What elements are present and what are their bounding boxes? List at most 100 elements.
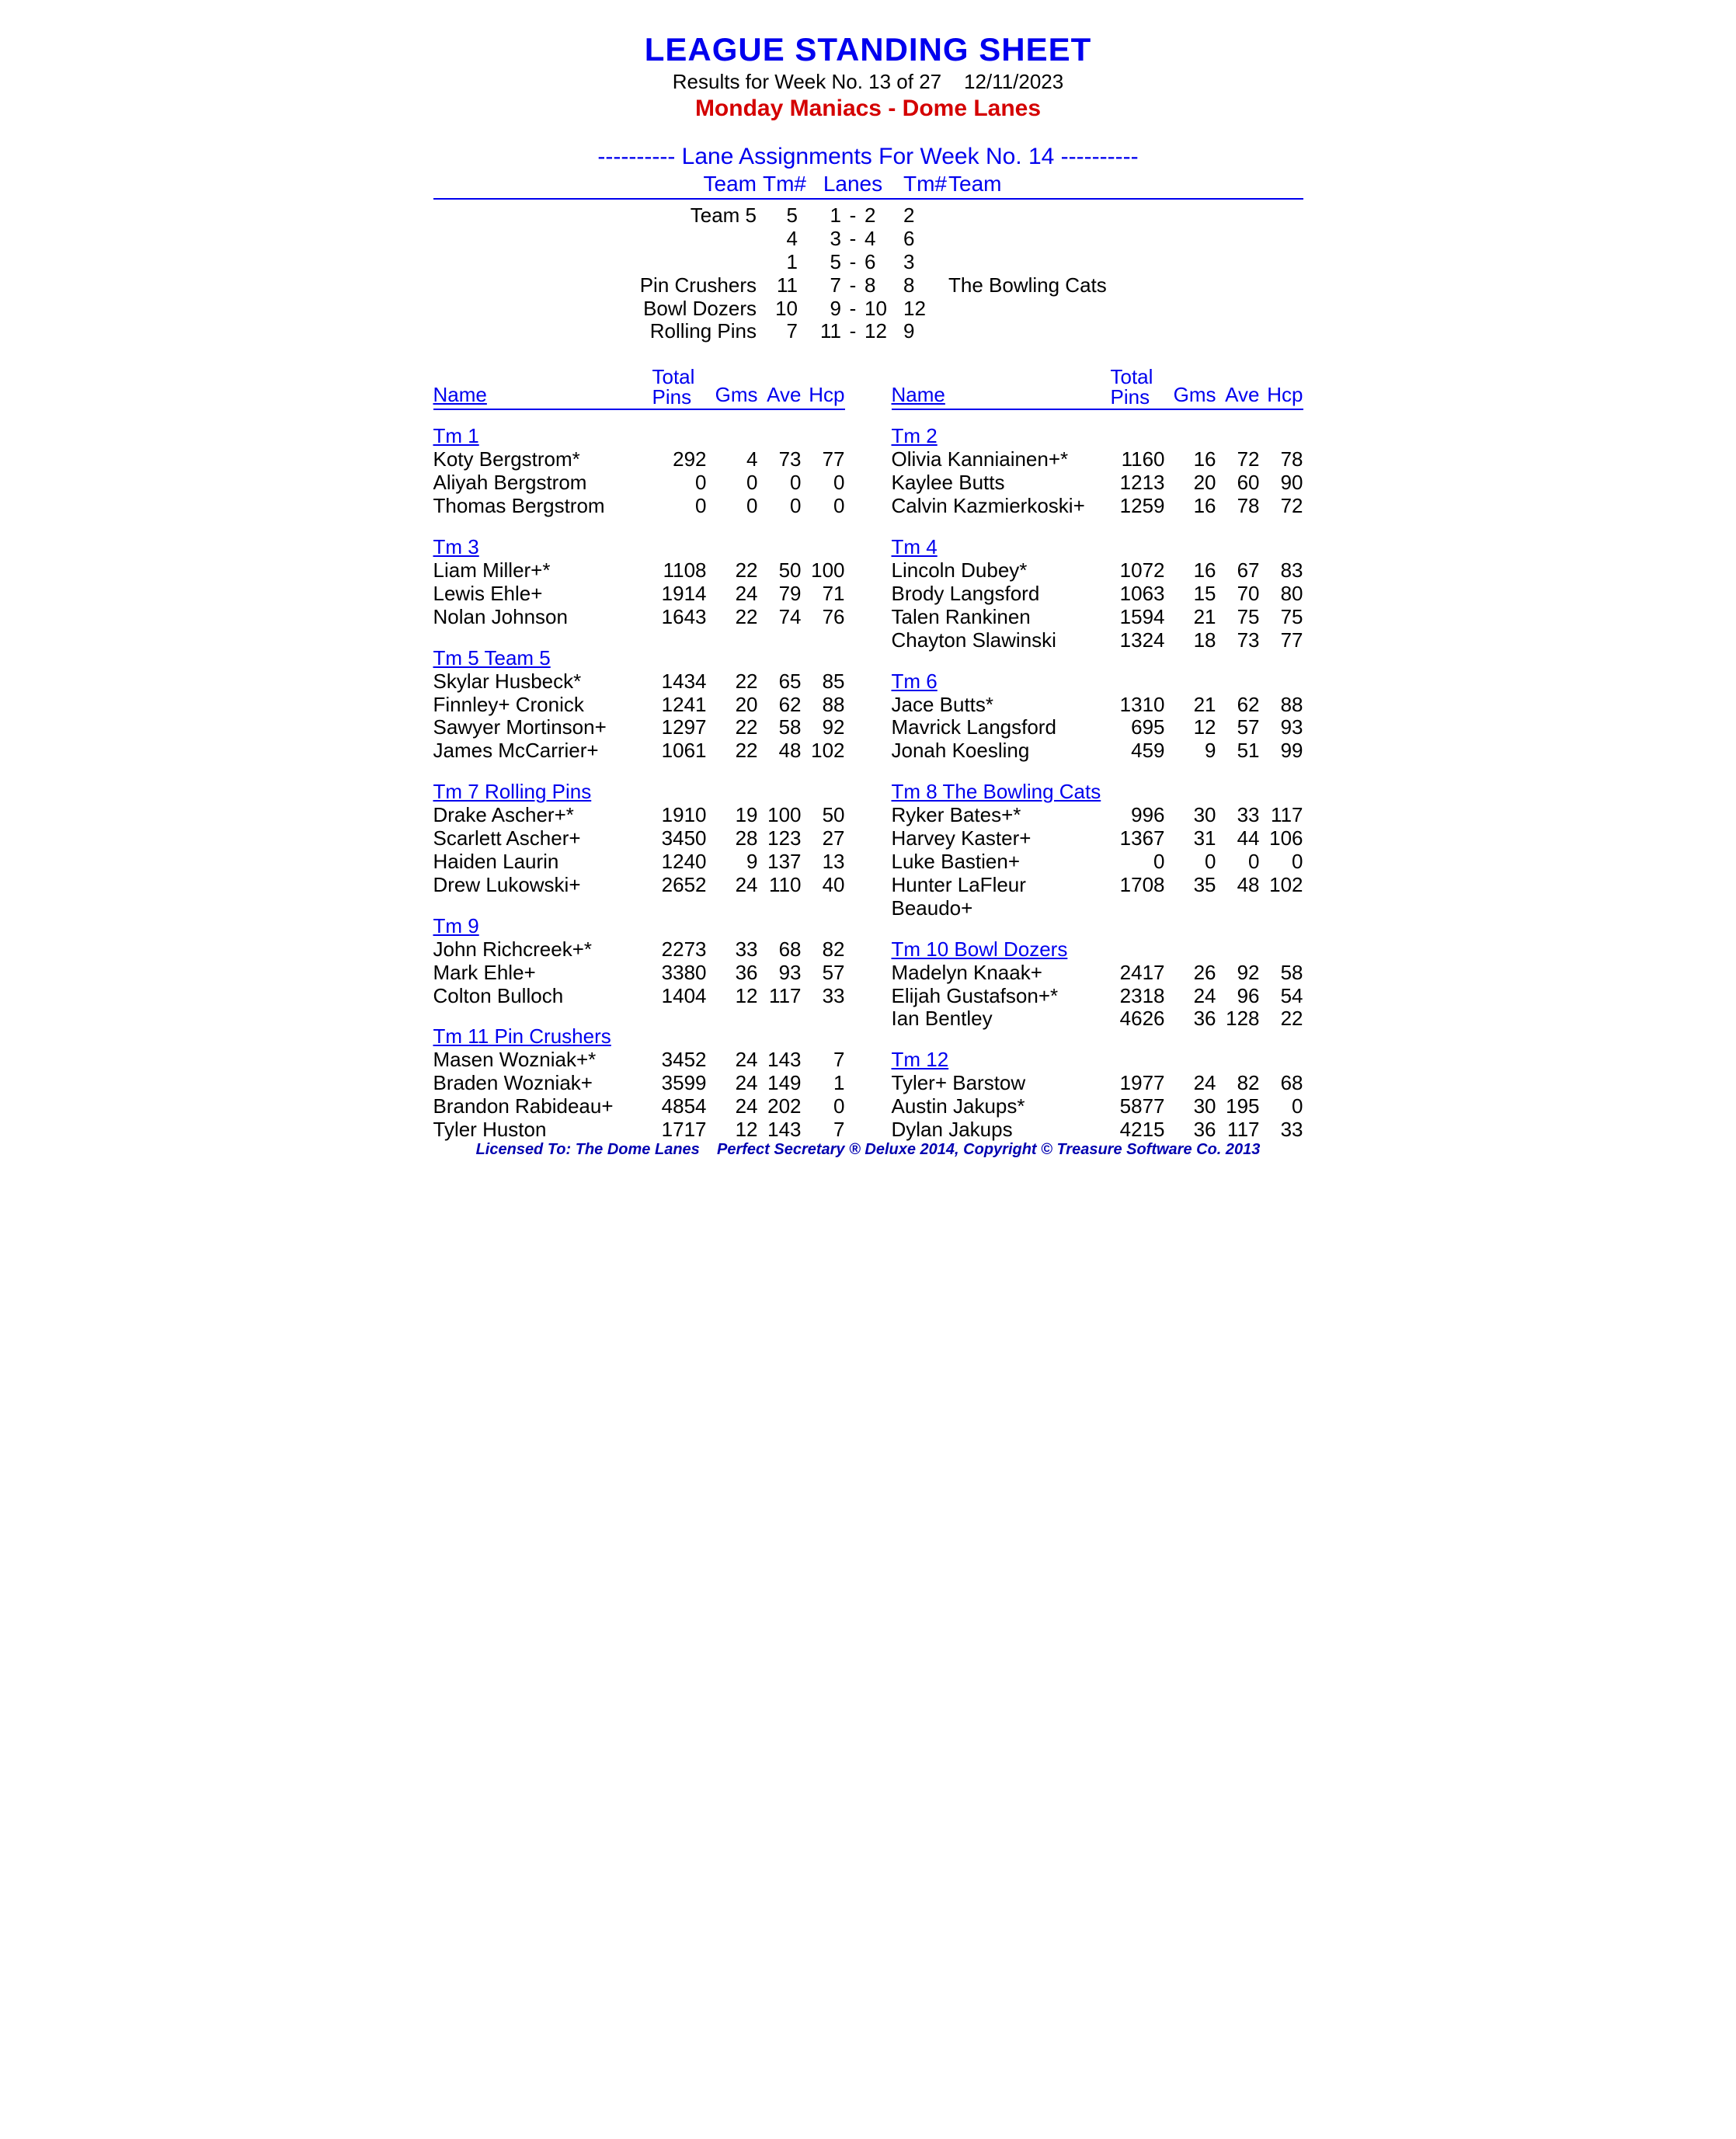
player-hcp: 54 [1260,985,1303,1008]
player-gms: 12 [707,985,758,1008]
lane-tm1: 5 [763,204,810,228]
lane-row: 15-63 [433,251,1303,274]
player-pins: 1072 [1111,559,1165,583]
player-pins: 1708 [1111,874,1165,920]
lane-right-team [942,204,1127,228]
player-pins: 2652 [652,874,707,897]
player-gms: 36 [1165,1007,1216,1031]
player-ave: 74 [758,606,802,629]
player-name: Austin Jakups* [892,1095,1111,1118]
lane-tm2: 9 [896,320,942,343]
player-ave: 78 [1216,495,1260,518]
team-block: Tm 7 Rolling PinsDrake Ascher+*191019100… [433,780,845,897]
player-row: Jace Butts*1310216288 [892,694,1303,717]
player-ave: 48 [1216,874,1260,920]
player-hcp: 100 [802,559,845,583]
player-name: Masen Wozniak+* [433,1049,652,1072]
team-block: Tm 2Olivia Kanniainen+*1160167278Kaylee … [892,424,1303,518]
player-ave: 68 [758,938,802,962]
player-gms: 9 [1165,739,1216,763]
lane-l2: 8 [865,274,896,297]
player-name: John Richcreek+* [433,938,652,962]
player-name: Madelyn Knaak+ [892,962,1111,985]
player-row: Dylan Jakups42153611733 [892,1118,1303,1142]
player-pins: 0 [652,495,707,518]
player-gms: 16 [1165,495,1216,518]
player-row: Drew Lukowski+26522411040 [433,874,845,897]
player-gms: 22 [707,670,758,694]
player-row: Brandon Rabideau+4854242020 [433,1095,845,1118]
player-name: Koty Bergstrom* [433,448,652,471]
player-pins: 3452 [652,1049,707,1072]
player-row: Calvin Kazmierkoski+1259167872 [892,495,1303,518]
team-title: Tm 5 Team 5 [433,646,845,670]
player-ave: 143 [758,1049,802,1072]
player-gms: 22 [707,559,758,583]
player-pins: 0 [652,471,707,495]
player-gms: 28 [707,827,758,850]
player-ave: 82 [1216,1072,1260,1095]
player-gms: 20 [1165,471,1216,495]
player-hcp: 68 [1260,1072,1303,1095]
player-gms: 20 [707,694,758,717]
player-hcp: 27 [802,827,845,850]
player-row: Drake Ascher+*19101910050 [433,804,845,827]
player-ave: 51 [1216,739,1260,763]
lane-left-team: Pin Crushers [609,274,763,297]
player-gms: 24 [707,874,758,897]
player-gms: 31 [1165,827,1216,850]
player-gms: 36 [1165,1118,1216,1142]
player-pins: 1240 [652,850,707,874]
player-row: Austin Jakups*5877301950 [892,1095,1303,1118]
team-block: Tm 10 Bowl DozersMadelyn Knaak+241726925… [892,937,1303,1031]
player-row: Skylar Husbeck*1434226585 [433,670,845,694]
player-pins: 1241 [652,694,707,717]
player-row: Mark Ehle+3380369357 [433,962,845,985]
player-gms: 24 [1165,985,1216,1008]
lane-l1: 11 [810,320,841,343]
hdr-hcp: Hcp [802,383,845,407]
team-title: Tm 2 [892,424,1303,448]
player-gms: 24 [1165,1072,1216,1095]
player-ave: 143 [758,1118,802,1142]
lane-tm1: 10 [763,297,810,321]
player-gms: 15 [1165,583,1216,606]
player-ave: 195 [1216,1095,1260,1118]
player-ave: 123 [758,827,802,850]
team-block: Tm 3Liam Miller+*11082250100Lewis Ehle+1… [433,535,845,629]
player-name: Jace Butts* [892,694,1111,717]
player-pins: 1367 [1111,827,1165,850]
player-pins: 1061 [652,739,707,763]
player-gms: 12 [707,1118,758,1142]
lane-right-team [942,320,1127,343]
player-name: Chayton Slawinski [892,629,1111,652]
player-name: Hunter LaFleur Beaudo+ [892,874,1111,920]
lane-tm2: 12 [896,297,942,321]
hdr-ave: Ave [758,383,802,407]
player-hcp: 117 [1260,804,1303,827]
player-gms: 30 [1165,1095,1216,1118]
player-pins: 2318 [1111,985,1165,1008]
player-name: Haiden Laurin [433,850,652,874]
player-hcp: 33 [1260,1118,1303,1142]
player-pins: 996 [1111,804,1165,827]
player-gms: 36 [707,962,758,985]
player-name: Mark Ehle+ [433,962,652,985]
lane-dash: - [841,297,865,321]
hdr-ave: Ave [1216,383,1260,407]
lane-left-team: Bowl Dozers [609,297,763,321]
player-ave: 67 [1216,559,1260,583]
player-name: Skylar Husbeck* [433,670,652,694]
team-title: Tm 8 The Bowling Cats [892,780,1303,804]
lane-tm2: 3 [896,251,942,274]
player-pins: 3380 [652,962,707,985]
player-hcp: 71 [802,583,845,606]
lane-left-team [609,228,763,251]
player-hcp: 22 [1260,1007,1303,1031]
team-title: Tm 12 [892,1048,1303,1072]
lane-left-team: Rolling Pins [609,320,763,343]
player-pins: 1914 [652,583,707,606]
player-name: Olivia Kanniainen+* [892,448,1111,471]
lane-tm2: 6 [896,228,942,251]
team-title: Tm 3 [433,535,845,559]
